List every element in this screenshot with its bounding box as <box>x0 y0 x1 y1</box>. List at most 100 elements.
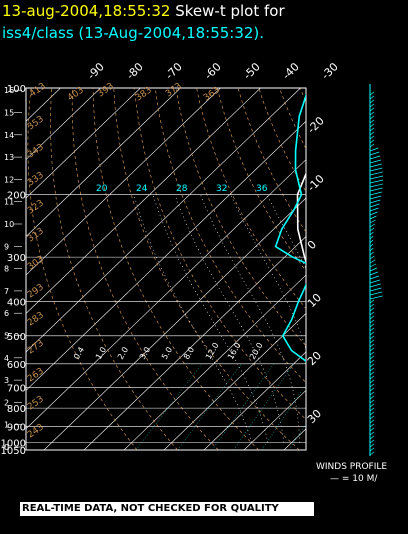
isotherm-line <box>203 351 306 450</box>
isotherm-label: -50 <box>241 60 263 82</box>
dry-adiabat-line <box>216 88 306 272</box>
moist-adiabat-label: 16.0 <box>226 341 243 361</box>
wind-barb <box>369 391 375 396</box>
mixing-ratio-line <box>332 364 386 450</box>
wind-barb <box>369 119 375 124</box>
wind-barb <box>369 359 375 364</box>
mixing-ratio-line <box>288 423 306 450</box>
plot-frame <box>25 87 307 451</box>
dry-adiabat-line <box>383 88 408 450</box>
height-tick-label: 7 <box>4 287 9 296</box>
isotherm-label: 0 <box>305 238 319 252</box>
mixing-ratio-line <box>211 363 275 450</box>
height-tick-label: 9 <box>4 242 9 251</box>
dry-adiabat-label: 413 <box>28 81 48 99</box>
dry-adiabat-label: 393 <box>96 81 116 99</box>
isotherm-label: -30 <box>319 60 341 82</box>
wind-barb <box>369 103 375 108</box>
height-tick-label: 13 <box>4 153 14 162</box>
isotherm-label: -20 <box>305 114 327 136</box>
wind-barb <box>369 435 375 440</box>
temperature-series <box>296 171 306 265</box>
wind-barb <box>369 195 382 200</box>
dry-adiabat-line <box>196 88 306 310</box>
dry-adiabat-line <box>362 88 408 450</box>
mixing-ratio-label: 24 <box>136 184 148 194</box>
dry-adiabat-label: 373 <box>164 81 184 99</box>
moist-adiabat-label: 1.0 <box>94 345 108 361</box>
quality-banner: REAL-TIME DATA, NOT CHECKED FOR QUALITY <box>20 502 314 516</box>
wind-barb <box>369 123 375 128</box>
wind-barb <box>369 439 375 444</box>
mixing-ratio-label: 28 <box>176 184 188 194</box>
pressure-label: 1050 <box>1 446 26 457</box>
dry-adiabat-label: 343 <box>26 142 46 160</box>
isotherm-line <box>26 88 301 353</box>
wind-barb <box>369 203 380 208</box>
wind-barb <box>369 371 375 376</box>
wind-barb <box>369 191 382 196</box>
isotherm-line <box>163 313 306 450</box>
wind-barb <box>369 243 374 248</box>
wind-barb <box>369 419 375 424</box>
wind-barb <box>369 343 375 348</box>
wind-barb <box>369 247 374 252</box>
mixing-ratio-label: 36 <box>256 184 268 194</box>
isotherm-line <box>26 88 181 237</box>
wind-barb <box>369 427 375 432</box>
height-tick-label: 15 <box>4 109 14 118</box>
winds-profile-label: WINDS PROFILE <box>316 462 388 472</box>
dry-adiabat-label: 273 <box>26 338 46 356</box>
wind-barb <box>369 291 383 296</box>
wind-barb <box>369 167 383 172</box>
wind-barb <box>369 239 374 244</box>
wind-barb <box>369 107 375 112</box>
dry-adiabat-label: 243 <box>26 422 46 440</box>
isotherm-line <box>324 88 408 450</box>
wind-barb <box>369 135 375 140</box>
dry-adiabat-line <box>134 88 306 420</box>
wind-barb <box>369 407 375 412</box>
pressure-label: 300 <box>7 253 26 264</box>
wind-barb <box>369 451 375 456</box>
moist-adiabat-line <box>310 195 357 443</box>
dry-adiabat-line <box>71 88 219 450</box>
height-tick-label: 3 <box>4 376 9 385</box>
isotherm-label: -70 <box>163 60 185 82</box>
title-date: 13-aug-2004,18:55:32 <box>2 2 171 20</box>
isotherm-line <box>26 120 306 391</box>
moist-adiabat-label: 5.0 <box>160 345 174 361</box>
isotherm-label: 30 <box>305 407 324 426</box>
isotherm-label: -80 <box>124 60 146 82</box>
pressure-label: 700 <box>7 384 26 395</box>
chart-subtitle: iss4/class (13-Aug-2004,18:55:32). <box>2 24 265 42</box>
pressure-label: 200 <box>7 191 26 202</box>
wind-barb <box>369 143 375 148</box>
wind-barb <box>369 335 375 340</box>
dry-adiabat-line <box>321 88 408 450</box>
wind-barb <box>369 171 383 176</box>
wind-barb <box>369 351 375 356</box>
isotherm-label: -90 <box>85 60 107 82</box>
isotherm-label: 20 <box>305 349 324 368</box>
wind-barb <box>369 235 374 240</box>
height-tick-label: 0 <box>4 443 9 452</box>
wind-barb <box>369 127 375 132</box>
isotherm-line <box>26 88 261 314</box>
wind-barb <box>369 327 375 332</box>
height-tick-label: 12 <box>4 175 14 184</box>
isotherm-line <box>243 389 306 450</box>
height-tick-label: 5 <box>4 332 9 341</box>
dry-adiabat-line <box>279 88 306 150</box>
wind-barb <box>369 219 376 224</box>
dry-adiabat-line <box>154 88 306 384</box>
isotherm-line <box>123 274 306 450</box>
mixing-ratio-line <box>314 364 369 450</box>
moist-adiabat-label: 0.4 <box>72 345 86 361</box>
wind-barb <box>369 431 375 436</box>
height-tick-label: 6 <box>4 309 9 318</box>
pressure-label: 800 <box>7 404 26 415</box>
dry-adiabat-label: 323 <box>26 198 46 216</box>
wind-barb <box>369 179 384 184</box>
